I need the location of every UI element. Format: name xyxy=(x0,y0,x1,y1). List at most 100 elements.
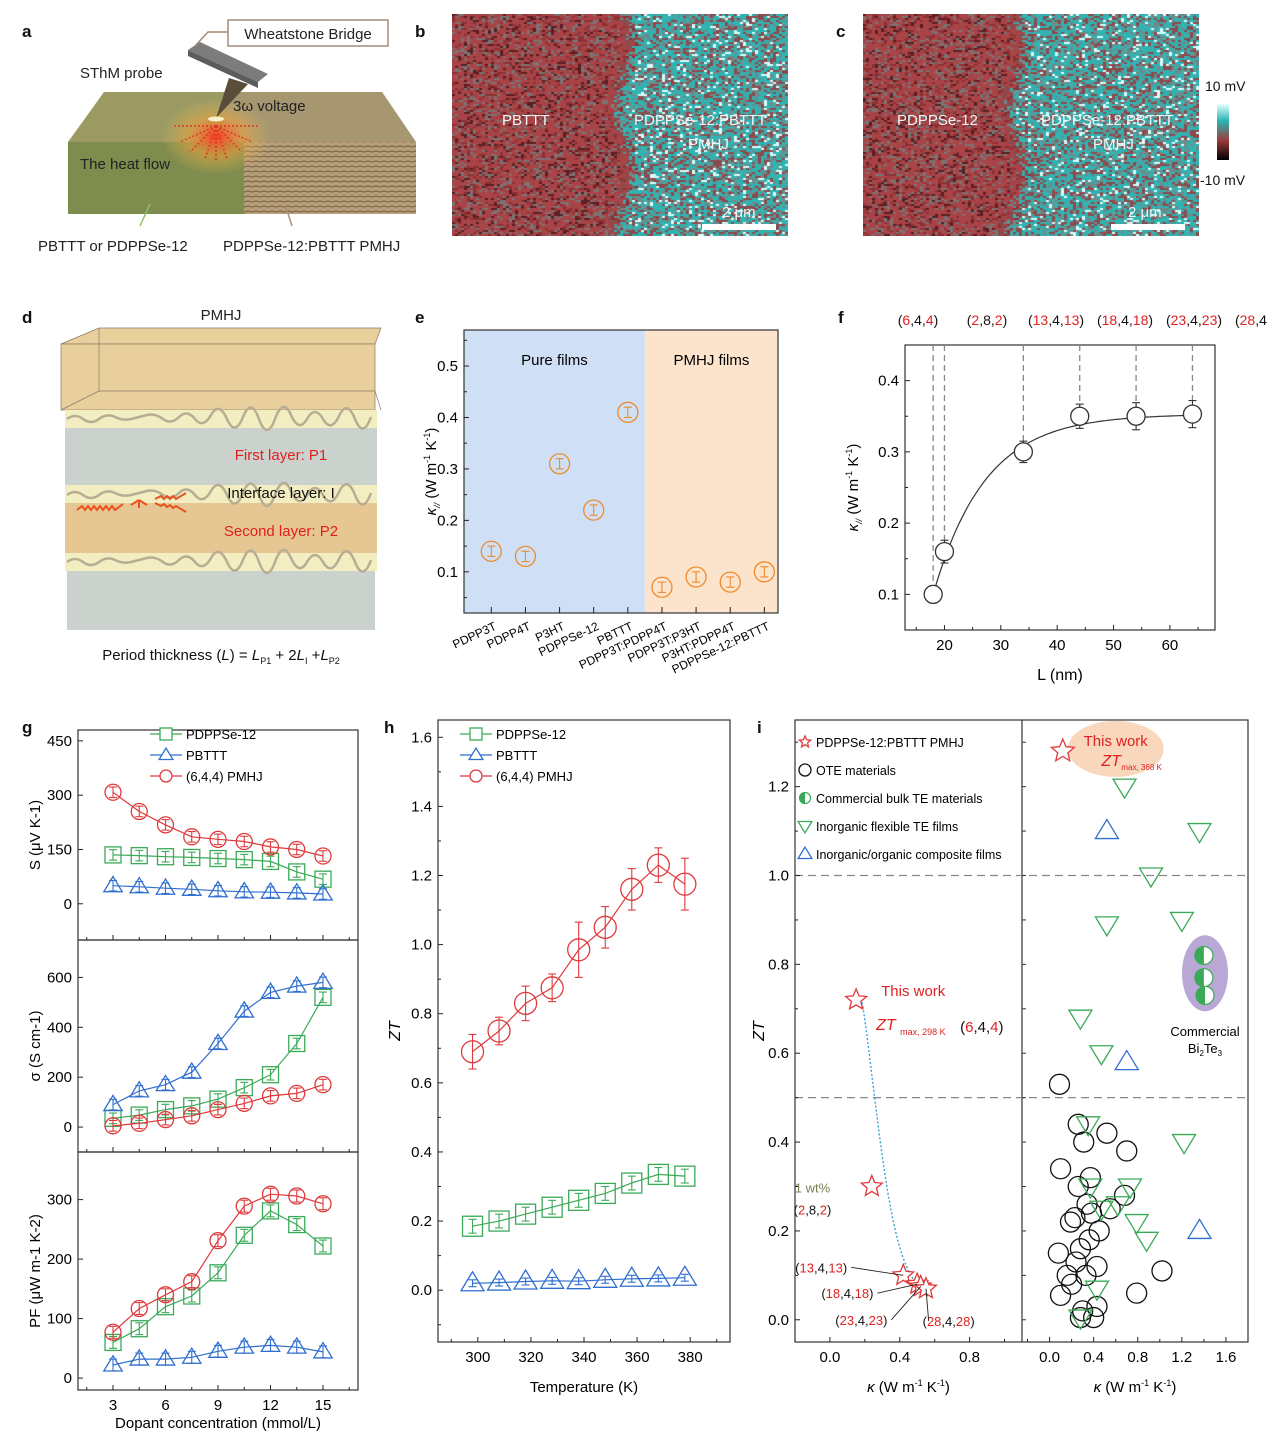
data-point xyxy=(130,1114,148,1132)
legend-marker xyxy=(469,727,483,741)
data-point xyxy=(312,883,334,901)
afm-image-b: PBTTT PDPPSe-12:PBTTT PMHJ 2 μm xyxy=(452,14,788,236)
tuple-part: 18 xyxy=(855,1286,869,1301)
inorganic-flexible-point xyxy=(1084,1280,1110,1302)
probe-tip xyxy=(216,78,248,118)
data-point xyxy=(183,828,201,846)
data-point xyxy=(102,1354,124,1372)
fit-curve xyxy=(856,999,925,1291)
tuple-part: , xyxy=(973,1019,977,1036)
tuple-part: , xyxy=(922,312,926,328)
legend-marker xyxy=(798,763,812,777)
pointer-arrow xyxy=(851,1266,904,1276)
data-point xyxy=(155,877,176,895)
y-tick-label: 0.2 xyxy=(878,515,899,532)
afm-c-left-text: PDPPSe-12 xyxy=(897,112,978,129)
y-tick-label: 0.4 xyxy=(878,373,899,390)
pointer-label: (13,4,13) xyxy=(795,1260,847,1275)
y-tick-label: 0.6 xyxy=(411,1075,432,1092)
axis-label-part: -1 xyxy=(915,1378,923,1388)
tuple-part: 23 xyxy=(1171,312,1187,328)
afm-b-right-text-2: PMHJ xyxy=(688,136,729,153)
data-point xyxy=(235,1094,253,1113)
tuple-part: ( xyxy=(835,1313,840,1328)
axis-label-part: -1 xyxy=(1163,1378,1171,1388)
data-point xyxy=(593,915,617,939)
y-tick-label: 0 xyxy=(64,896,72,913)
ote-material-point xyxy=(1073,1131,1095,1153)
tuple-part: , xyxy=(1186,312,1190,328)
tuple-part: ( xyxy=(794,1203,799,1218)
data-point xyxy=(209,849,227,868)
period-thickness-formula: Period thickness (L) = LP1 + 2LI +LP2 xyxy=(102,647,340,666)
ote-material-point xyxy=(1086,1255,1108,1278)
tuple-part: 28 xyxy=(1240,312,1256,328)
region-label-pure: Pure films xyxy=(521,352,588,369)
data-point xyxy=(235,1226,253,1244)
data-point xyxy=(261,1066,280,1084)
x-tick-label: 340 xyxy=(571,1349,596,1366)
data-point xyxy=(314,847,332,865)
data-point xyxy=(314,870,332,888)
data-point xyxy=(512,1268,539,1290)
tuple-part: ) xyxy=(843,1260,847,1275)
legend-label: PBTTT xyxy=(496,748,537,763)
x-tick-label: 40 xyxy=(1049,637,1066,654)
x-tick-label: 360 xyxy=(625,1349,650,1366)
data-point xyxy=(540,976,564,1000)
y-tick-label: 1.6 xyxy=(411,729,432,746)
annotation-1wt: 1 wt% xyxy=(795,1181,831,1196)
inorganic-flexible-point xyxy=(1138,867,1164,889)
first-layer xyxy=(65,428,377,485)
annotation-zt: ZT xyxy=(875,1017,897,1034)
tuple-part: , xyxy=(1267,312,1268,328)
tuple-part: 2 xyxy=(995,312,1003,328)
tuple-part: ) xyxy=(934,312,939,328)
wheatstone-bridge-label: Wheatstone Bridge xyxy=(244,26,372,43)
heat-flow-arrows xyxy=(172,125,260,162)
top-tuple-label: (13,4,13) xyxy=(1028,312,1084,328)
data-point xyxy=(104,783,122,801)
data-point xyxy=(541,1196,563,1218)
y-axis-label: ZT xyxy=(751,1020,768,1042)
data-point xyxy=(183,848,201,867)
tuple-part: , xyxy=(1117,312,1121,328)
pointer-label: (23,4,23) xyxy=(835,1313,887,1328)
tuple-part: ) xyxy=(970,1314,974,1329)
x-tick-label: 380 xyxy=(678,1349,703,1366)
x-axis-label: Temperature (K) xyxy=(530,1379,638,1396)
tuple-part: ( xyxy=(1028,312,1033,328)
y-tick-label: 0.3 xyxy=(878,444,899,461)
data-point xyxy=(567,938,591,962)
data-point xyxy=(286,1336,308,1354)
pointer-arrow xyxy=(891,1286,922,1321)
legend-marker-half xyxy=(799,792,805,804)
plot-frame xyxy=(463,329,779,614)
ote-material-point xyxy=(1049,1158,1072,1180)
panel-b-label: b xyxy=(415,22,426,41)
y-tick-label: 1.4 xyxy=(411,798,432,815)
y-tick-label: 0.6 xyxy=(768,1045,789,1062)
pointer-label: (28,4,28) xyxy=(923,1314,975,1329)
scale-label-c: 2 μm xyxy=(1128,204,1162,221)
annotation-this-work: This work xyxy=(881,983,946,1000)
legend-marker xyxy=(157,746,175,761)
data-point xyxy=(312,971,334,990)
tuple-part: ( xyxy=(967,312,972,328)
data-point xyxy=(312,1341,334,1359)
inorganic-flexible-point xyxy=(1067,1009,1094,1031)
tuple-part: ) xyxy=(883,1313,887,1328)
tuple-part: 4 xyxy=(818,1260,825,1275)
tuple-part: 4 xyxy=(914,312,922,328)
data-point xyxy=(102,1094,124,1112)
commercial-label-part: 2 xyxy=(1199,1049,1204,1058)
plot-frame xyxy=(904,344,1216,631)
data-point xyxy=(674,1165,696,1187)
commercial-label-part: Bi xyxy=(1188,1041,1200,1056)
colorbar-min-label: -10 mV xyxy=(1200,172,1246,188)
pmhj-films-region xyxy=(644,330,778,613)
x-tick-label: 50 xyxy=(1105,637,1122,654)
axis-label-part: K xyxy=(1149,1379,1163,1396)
commercial-bulk-point-half xyxy=(1194,946,1204,965)
data-point xyxy=(104,1323,122,1341)
